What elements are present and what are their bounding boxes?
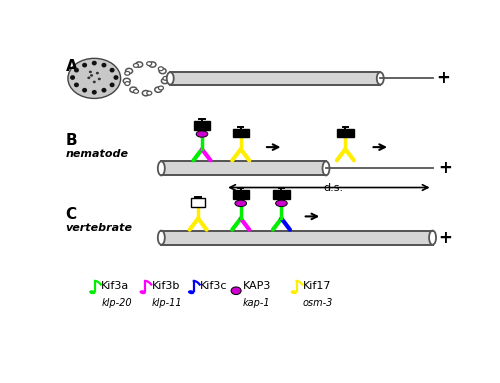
Ellipse shape [88, 77, 90, 79]
Circle shape [149, 62, 156, 67]
Ellipse shape [92, 80, 96, 83]
Bar [194, 121, 210, 129]
Ellipse shape [429, 231, 436, 245]
Ellipse shape [166, 72, 173, 85]
Circle shape [147, 91, 152, 95]
Bar [170, 72, 380, 85]
Text: osm-3: osm-3 [303, 298, 333, 308]
Bar [232, 129, 249, 137]
Text: Kif3a: Kif3a [101, 281, 130, 291]
Text: A: A [66, 59, 78, 74]
Ellipse shape [96, 72, 99, 74]
Ellipse shape [158, 231, 165, 245]
Ellipse shape [196, 131, 208, 137]
Bar [337, 129, 353, 137]
Ellipse shape [89, 290, 96, 294]
Ellipse shape [82, 63, 87, 67]
Text: klp-11: klp-11 [152, 298, 182, 308]
Text: vertebrate: vertebrate [66, 223, 132, 233]
Text: klp-20: klp-20 [101, 298, 132, 308]
Circle shape [231, 287, 241, 295]
Circle shape [158, 86, 164, 90]
Circle shape [162, 78, 168, 83]
Bar [191, 198, 206, 207]
Ellipse shape [70, 75, 75, 80]
Ellipse shape [235, 200, 246, 206]
Ellipse shape [82, 88, 87, 93]
Circle shape [155, 87, 162, 92]
Ellipse shape [92, 90, 97, 95]
Text: +: + [436, 69, 450, 87]
Circle shape [146, 62, 152, 65]
Circle shape [68, 58, 120, 98]
Text: kap-1: kap-1 [242, 298, 270, 308]
Ellipse shape [110, 68, 114, 72]
Circle shape [123, 78, 130, 83]
Ellipse shape [377, 72, 384, 85]
Text: +: + [438, 159, 452, 177]
Circle shape [142, 90, 150, 96]
Ellipse shape [74, 68, 79, 72]
Ellipse shape [98, 78, 101, 80]
Circle shape [125, 82, 130, 85]
Ellipse shape [102, 88, 106, 93]
Circle shape [136, 62, 142, 67]
Ellipse shape [158, 161, 165, 175]
Circle shape [130, 87, 137, 92]
Circle shape [125, 71, 130, 75]
Circle shape [163, 77, 168, 80]
Ellipse shape [102, 63, 106, 67]
Ellipse shape [90, 74, 93, 77]
Ellipse shape [188, 290, 194, 294]
Text: Kif17: Kif17 [303, 281, 331, 291]
Text: nematode: nematode [66, 149, 128, 159]
Ellipse shape [110, 82, 114, 87]
Text: +: + [438, 229, 452, 247]
Bar [274, 190, 289, 199]
Ellipse shape [92, 61, 97, 65]
Bar [162, 231, 432, 245]
Ellipse shape [89, 70, 92, 73]
Ellipse shape [74, 82, 79, 87]
Bar [162, 161, 326, 175]
Circle shape [134, 90, 138, 93]
Text: C: C [66, 207, 76, 222]
Ellipse shape [322, 161, 330, 175]
Ellipse shape [114, 75, 118, 80]
Text: Kif3b: Kif3b [152, 281, 180, 291]
Text: Kif3c: Kif3c [200, 281, 228, 291]
Ellipse shape [276, 200, 287, 206]
Text: d.s.: d.s. [324, 183, 344, 193]
Circle shape [134, 64, 138, 67]
Circle shape [126, 69, 132, 74]
Text: KAP3: KAP3 [242, 281, 271, 291]
Circle shape [159, 69, 166, 74]
Ellipse shape [140, 290, 146, 294]
Text: B: B [66, 133, 77, 148]
Ellipse shape [290, 290, 297, 294]
Circle shape [158, 67, 164, 70]
Bar [232, 190, 249, 199]
